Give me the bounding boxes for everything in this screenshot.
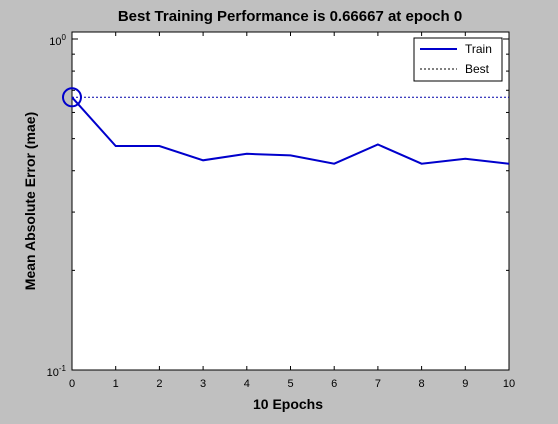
plot-area	[71, 31, 510, 371]
x-tick-label: 2	[156, 378, 162, 390]
y-axis-label: Mean Absolute Error (mae)	[22, 112, 38, 290]
x-tick-label: 3	[200, 378, 206, 390]
series-layer	[62, 87, 510, 165]
x-tick-label: 10	[503, 378, 515, 390]
best-marker	[62, 87, 82, 108]
legend-box	[413, 37, 503, 82]
y-axis-ticks: 100 10-1	[47, 33, 509, 379]
y-tick-label: 10-1	[47, 364, 67, 379]
x-tick-label: 8	[419, 378, 425, 390]
y-tick-label: 100	[49, 33, 66, 48]
x-tick-label: 7	[375, 378, 381, 390]
x-tick-label: 6	[331, 378, 337, 390]
x-tick-label: 9	[462, 378, 468, 390]
x-tick-label: 4	[244, 378, 250, 390]
x-tick-label: 0	[69, 378, 75, 390]
x-tick-label: 1	[113, 378, 119, 390]
legend: Train Best	[413, 37, 503, 82]
legend-train-label: Train	[465, 42, 492, 56]
x-tick-label: 5	[287, 378, 293, 390]
chart-title: Best Training Performance is 0.66667 at …	[118, 8, 462, 25]
x-axis-ticks: 0 1 2 3 4 5 6 7 8 9 10	[69, 32, 515, 390]
x-axis-label: 10 Epochs	[253, 396, 323, 412]
legend-best-label: Best	[465, 62, 490, 76]
train-line	[71, 96, 510, 165]
